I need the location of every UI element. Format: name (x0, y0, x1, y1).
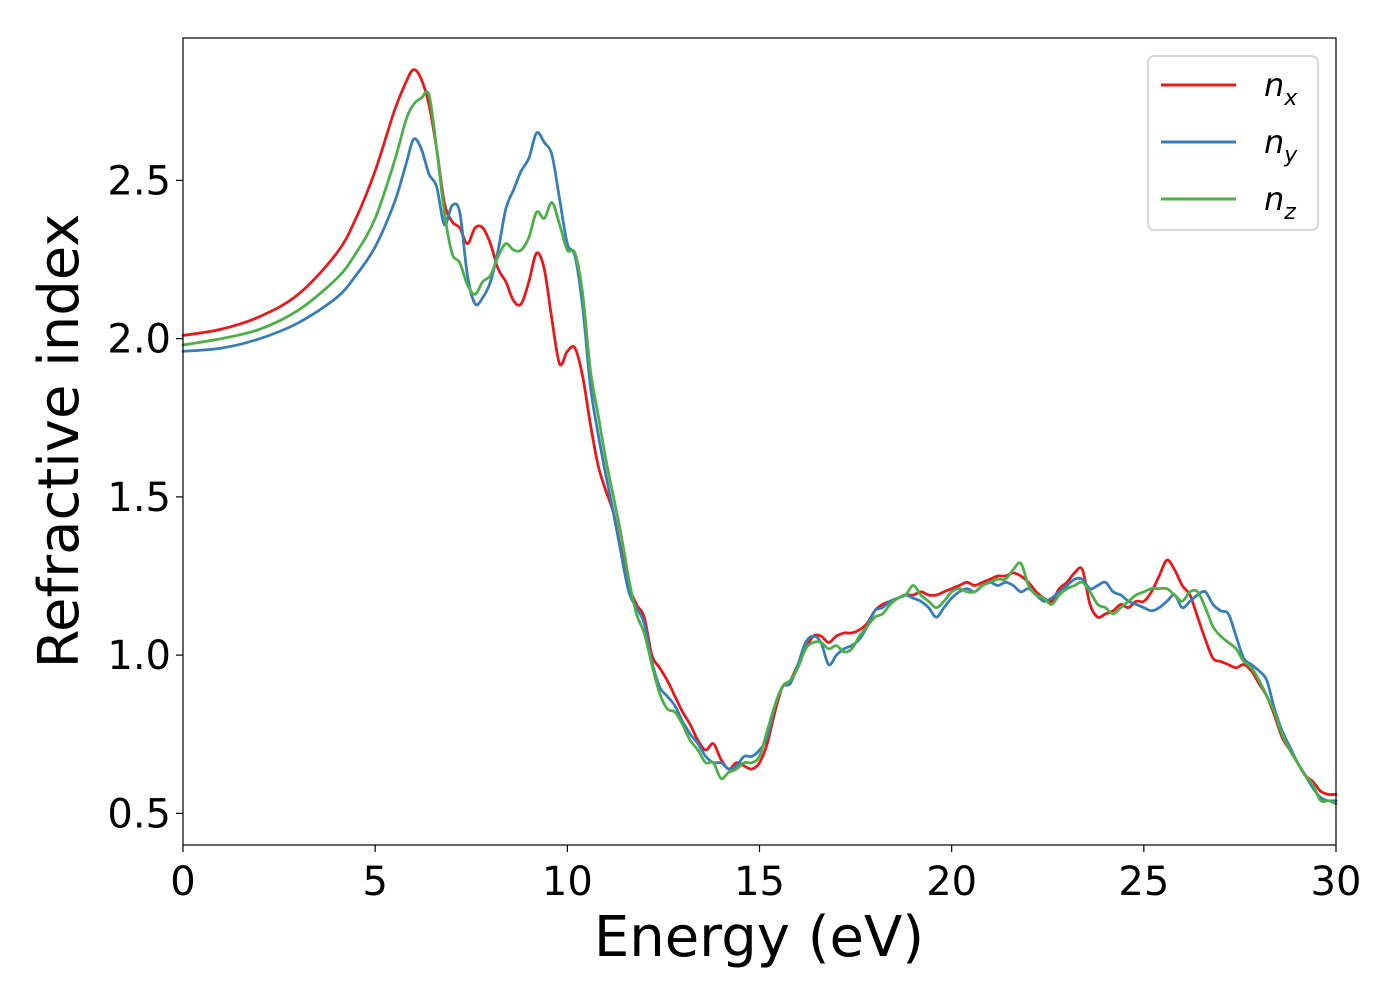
series-line-nz (181, 90, 1338, 806)
y-tick-label: 0.5 (107, 791, 171, 837)
legend-label-nz: nz (1264, 180, 1296, 225)
x-tick-label: 5 (362, 859, 387, 905)
legend-label-ny: ny (1264, 123, 1298, 168)
x-tick-label: 20 (926, 859, 977, 905)
y-tick-label: 1.0 (107, 633, 171, 679)
x-axis-ticks: 0 5 10 15 20 25 30 (170, 845, 1361, 905)
legend-items: nx ny nz (1161, 66, 1298, 225)
y-tick-label: 2.0 (107, 317, 171, 363)
x-tick-label: 30 (1311, 859, 1362, 905)
legend-label-nx: nx (1264, 66, 1298, 111)
x-tick-label: 15 (734, 859, 785, 905)
series-layer (181, 68, 1338, 806)
series-line-ny (181, 131, 1338, 803)
y-axis-ticks: 0.5 1.0 1.5 2.0 2.5 (107, 158, 183, 837)
series-line-nx (181, 68, 1338, 796)
legend: nx ny nz (1147, 55, 1319, 231)
x-tick-label: 10 (542, 859, 593, 905)
x-axis-title: Energy (eV) (594, 905, 924, 970)
x-tick-label: 0 (170, 859, 195, 905)
x-tick-label: 25 (1118, 859, 1169, 905)
y-tick-label: 1.5 (107, 475, 171, 521)
y-axis-title: Refractive index (27, 214, 92, 669)
y-tick-label: 2.5 (107, 158, 171, 204)
